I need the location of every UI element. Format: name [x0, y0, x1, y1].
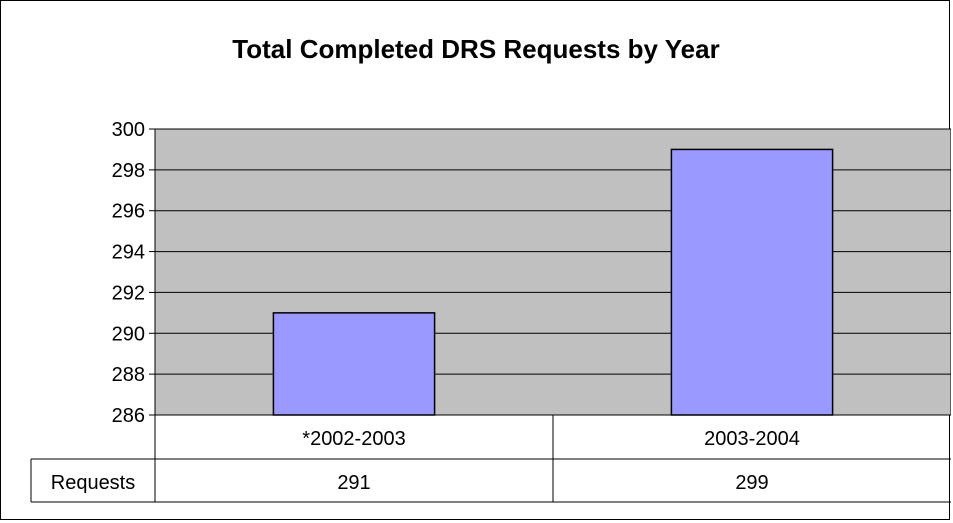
y-tick-label: 288	[112, 364, 145, 386]
data-label: 291	[337, 472, 370, 494]
series-name: Requests	[51, 472, 136, 494]
y-tick-label: 300	[112, 119, 145, 141]
bar	[272, 312, 436, 416]
y-tick-label: 286	[112, 405, 145, 427]
y-tick-label: 294	[112, 242, 145, 264]
y-tick-label: 296	[112, 201, 145, 223]
chart-title: Total Completed DRS Requests by Year	[232, 34, 719, 64]
y-tick-label: 292	[112, 282, 145, 304]
y-tick-label: 290	[112, 323, 145, 345]
y-tick-label: 298	[112, 160, 145, 182]
bar	[670, 148, 834, 416]
category-label: 2003-2004	[704, 428, 800, 450]
data-label: 299	[735, 472, 768, 494]
category-label: *2002-2003	[302, 428, 405, 450]
